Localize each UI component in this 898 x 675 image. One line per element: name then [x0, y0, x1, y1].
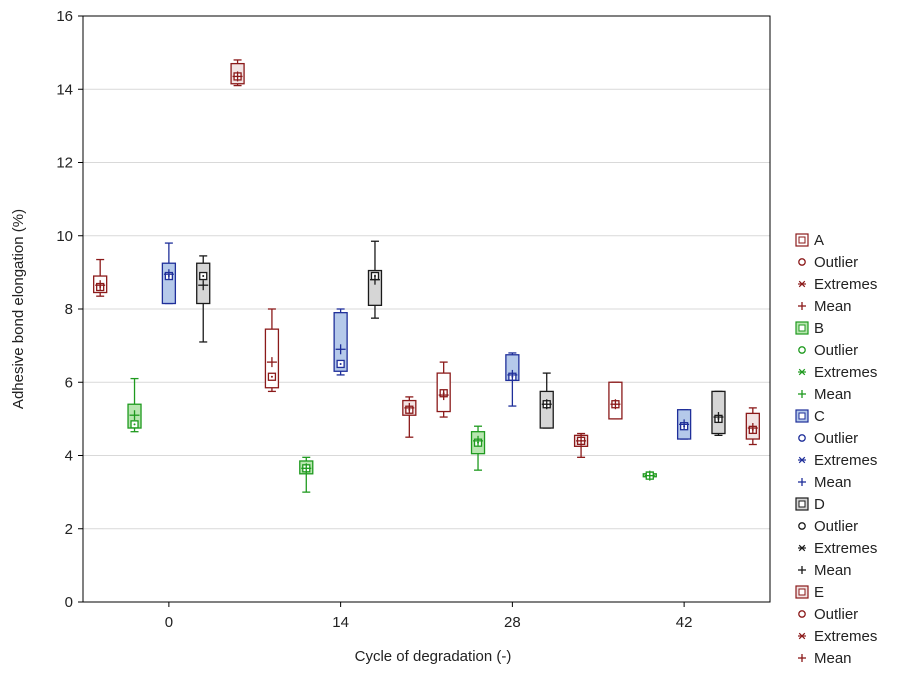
- legend-extremes-icon: [798, 368, 806, 376]
- legend-extremes-label: Extremes: [814, 540, 877, 557]
- legend-mean-label: Mean: [814, 474, 852, 491]
- box-iqr: [539, 390, 554, 429]
- legend-extremes-icon: [798, 544, 806, 552]
- y-axis-label: Adhesive bond elongation (%): [10, 209, 27, 409]
- legend-mean-label: Mean: [814, 650, 852, 667]
- box-series-C-cycle-28: [505, 352, 520, 407]
- box-series-B-cycle-0: [127, 377, 142, 433]
- legend-extremes-icon: [798, 632, 806, 640]
- x-tick-label: 14: [332, 614, 349, 631]
- legend-extremes-icon: [798, 456, 806, 464]
- box-iqr: [333, 312, 348, 372]
- box-series-D-cycle-28: [539, 372, 554, 429]
- legend-series-label: B: [814, 320, 824, 337]
- box-series-E-cycle-28: [573, 432, 589, 458]
- ticks-layer: 0 2 4 6 8 10 12 14 16 0 14 28 42: [56, 8, 692, 631]
- legend-outlier-icon: [798, 610, 806, 618]
- box-series-A-cycle-14: [264, 308, 280, 393]
- box-series-D-cycle-42: [711, 390, 726, 437]
- x-tick-label: 0: [165, 614, 173, 631]
- legend-outlier-icon: [798, 258, 806, 266]
- legend-outlier-icon: [798, 522, 806, 530]
- x-tick-label: 42: [676, 614, 693, 631]
- legend-median-icon: [798, 324, 806, 332]
- y-tick-label: 4: [65, 448, 73, 465]
- legend-series-label: E: [814, 584, 824, 601]
- legend-outlier-label: Outlier: [814, 342, 858, 359]
- y-tick-label: 8: [65, 301, 73, 318]
- legend-group-D: D Outlier Extremes Mean: [795, 496, 877, 579]
- legend-median-icon: [798, 588, 806, 596]
- y-tick-label: 14: [56, 81, 73, 98]
- box-series-C-cycle-14: [333, 308, 348, 376]
- axes-layer: Adhesive bond elongation (%) Cycle of de…: [10, 15, 771, 665]
- x-tick-label: 28: [504, 614, 521, 631]
- legend-mean-label: Mean: [814, 298, 852, 315]
- legend-outlier-label: Outlier: [814, 254, 858, 271]
- legend-median-icon: [798, 500, 806, 508]
- legend-median-icon: [798, 412, 806, 420]
- box-series-C-cycle-0: [161, 242, 177, 305]
- median-dot: [133, 423, 136, 426]
- legend-outlier-icon: [798, 346, 806, 354]
- y-tick-label: 16: [56, 8, 73, 25]
- box-series-E-cycle-0: [230, 59, 245, 87]
- legend-outlier-label: Outlier: [814, 430, 858, 447]
- legend-median-icon: [798, 236, 806, 244]
- legend-mean-label: Mean: [814, 386, 852, 403]
- box-series-C-cycle-42: [676, 409, 692, 440]
- legend-series-label: D: [814, 496, 825, 513]
- legend-group-A: A Outlier Extremes Mean: [795, 232, 877, 315]
- legend-extremes-label: Extremes: [814, 276, 877, 293]
- legend-mean-label: Mean: [814, 562, 852, 579]
- legend-series-label: C: [814, 408, 825, 425]
- box-series-D-cycle-0: [196, 255, 211, 343]
- y-tick-label: 12: [56, 155, 73, 172]
- y-tick-label: 2: [65, 521, 73, 538]
- box-series-E-cycle-42: [745, 407, 760, 446]
- box-series-D-cycle-14: [367, 240, 383, 319]
- y-tick-label: 0: [65, 594, 73, 611]
- median-dot: [202, 275, 205, 278]
- box-series-A-cycle-42: [608, 381, 623, 420]
- legend-group-E: E Outlier Extremes Mean: [795, 584, 877, 667]
- box-series-E-cycle-14: [402, 396, 417, 438]
- legend-extremes-label: Extremes: [814, 364, 877, 381]
- box-series-B-cycle-14: [299, 456, 314, 493]
- legend-extremes-label: Extremes: [814, 452, 877, 469]
- y-tick-label: 6: [65, 374, 73, 391]
- boxes-layer: [93, 59, 760, 493]
- legend: A Outlier Extremes Mean B Outlier Extremes Mean…: [795, 232, 877, 667]
- legend-outlier-label: Outlier: [814, 606, 858, 623]
- legend-group-B: B Outlier Extremes Mean: [795, 320, 877, 403]
- box-series-B-cycle-42: [642, 470, 657, 481]
- legend-extremes-icon: [798, 280, 806, 288]
- box-series-B-cycle-28: [470, 425, 486, 471]
- y-tick-label: 10: [56, 228, 73, 245]
- legend-series-label: A: [814, 232, 824, 249]
- grid-layer: [83, 88, 770, 530]
- legend-extremes-label: Extremes: [814, 628, 877, 645]
- box-series-A-cycle-28: [436, 361, 451, 418]
- legend-group-C: C Outlier Extremes Mean: [795, 408, 877, 491]
- box-series-A-cycle-0: [93, 258, 108, 297]
- legend-outlier-icon: [798, 434, 806, 442]
- legend-outlier-label: Outlier: [814, 518, 858, 535]
- x-axis-label: Cycle of degradation (-): [355, 648, 512, 665]
- median-dot: [270, 375, 273, 378]
- median-dot: [339, 362, 342, 365]
